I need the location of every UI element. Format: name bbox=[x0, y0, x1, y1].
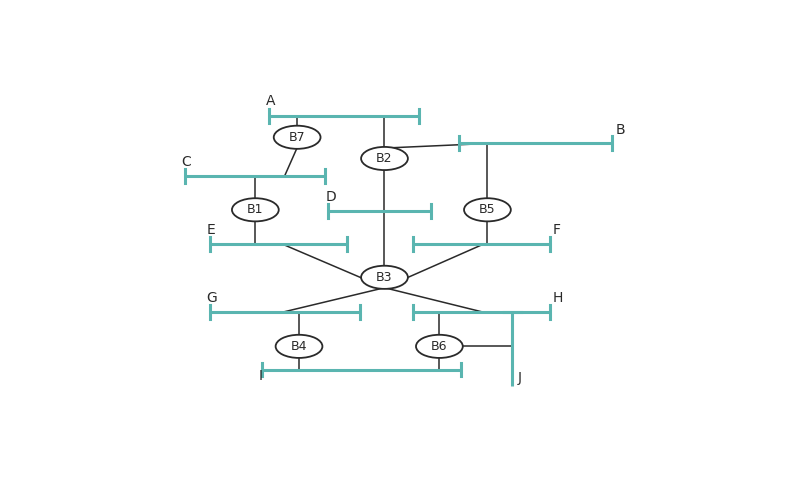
Text: B6: B6 bbox=[431, 340, 448, 353]
Text: H: H bbox=[553, 292, 564, 306]
Text: B2: B2 bbox=[376, 152, 393, 165]
Text: B: B bbox=[615, 123, 625, 137]
Text: D: D bbox=[325, 189, 336, 203]
Text: A: A bbox=[266, 94, 275, 108]
Text: E: E bbox=[207, 223, 216, 237]
Text: B7: B7 bbox=[289, 131, 305, 144]
Ellipse shape bbox=[275, 335, 323, 358]
Text: B3: B3 bbox=[376, 271, 393, 284]
Text: B5: B5 bbox=[479, 203, 496, 216]
Text: B1: B1 bbox=[247, 203, 263, 216]
Ellipse shape bbox=[464, 198, 511, 221]
Text: F: F bbox=[553, 223, 561, 237]
Text: G: G bbox=[207, 292, 217, 306]
Ellipse shape bbox=[416, 335, 463, 358]
Ellipse shape bbox=[361, 147, 408, 170]
Text: C: C bbox=[182, 155, 192, 169]
Text: I: I bbox=[258, 369, 262, 383]
Ellipse shape bbox=[232, 198, 279, 221]
Ellipse shape bbox=[361, 266, 408, 289]
Text: B4: B4 bbox=[291, 340, 308, 353]
Text: J: J bbox=[518, 371, 522, 385]
Ellipse shape bbox=[274, 126, 320, 149]
